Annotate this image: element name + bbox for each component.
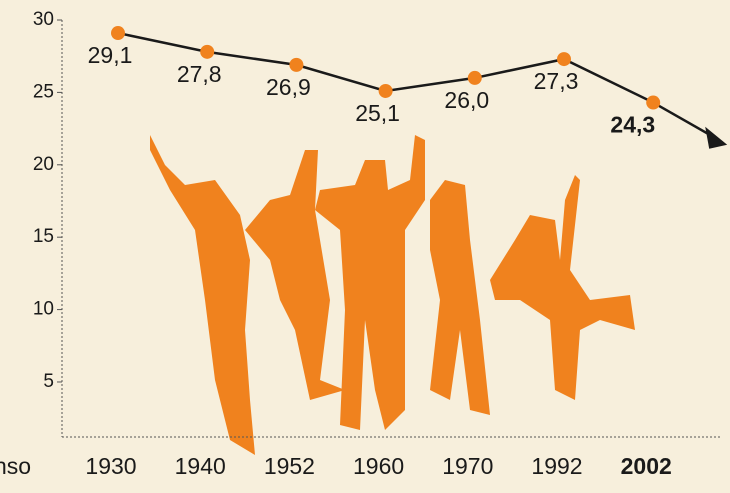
value-label: 26,9 [266, 74, 311, 100]
x-tick-label: 2002 [621, 453, 672, 479]
x-tick-label: 1970 [442, 453, 493, 479]
point [646, 96, 660, 110]
chart: nso 5 10 15 20 25 30 29,1 1930 27,8 1940 26,9 1952 2… [0, 0, 730, 493]
value-label: 27,8 [177, 61, 222, 87]
x-tick-label: 1940 [175, 453, 226, 479]
value-label: 27,3 [534, 68, 579, 94]
value-label: 25,1 [355, 100, 400, 126]
x-tick-label: 1960 [353, 453, 404, 479]
point [289, 58, 303, 72]
point [200, 45, 214, 59]
y-tick-label: 5 [43, 371, 54, 392]
y-tick-label: 30 [33, 9, 54, 30]
point [379, 84, 393, 98]
value-label: 24,3 [610, 112, 655, 138]
point [111, 26, 125, 40]
y-tick-label: 25 [33, 81, 54, 102]
point [557, 52, 571, 66]
x-tick-label: 1952 [264, 453, 315, 479]
page: nso 5 10 15 20 25 30 29,1 1930 27,8 1940 26,9 1952 2… [0, 0, 730, 493]
x-tick-label: 1930 [85, 453, 136, 479]
value-label: 29,1 [88, 42, 133, 68]
y-tick-label: 15 [33, 226, 54, 247]
y-tick-label: 10 [33, 299, 54, 320]
x-axis-label: nso [0, 453, 31, 479]
value-label: 26,0 [444, 87, 489, 113]
x-tick-label: 1992 [531, 453, 582, 479]
y-tick-label: 20 [33, 154, 54, 175]
point [468, 71, 482, 85]
